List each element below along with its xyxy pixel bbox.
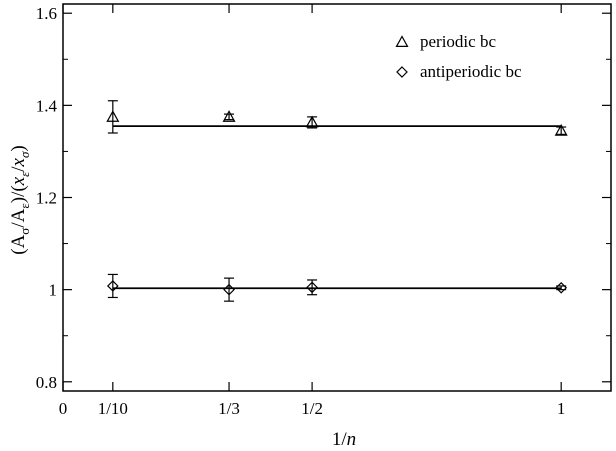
legend-marker-0: [395, 35, 409, 48]
x-tick-label-1: 1/10: [98, 399, 128, 418]
y-tick-label-3: 1.4: [36, 96, 58, 115]
point-0-2: [305, 115, 319, 128]
x-tick-label-0: 0: [59, 399, 68, 418]
ticks: 0 1/10 1/3 1/2 1 0.8 1 1.2 1.4 1.6: [36, 4, 611, 418]
legend-label-0: periodic bc: [420, 32, 496, 51]
point-1-0: [106, 280, 119, 292]
y-tick-label-1: 1: [49, 281, 58, 300]
x-tick-label-2: 1/3: [218, 399, 240, 418]
point-1-3: [555, 281, 568, 294]
legend-label-1: antiperiodic bc: [420, 62, 522, 81]
y-tick-label-2: 1.2: [36, 189, 57, 208]
point-0-0: [106, 110, 120, 122]
point-1-1: [223, 283, 235, 296]
fit-lines: [112, 125, 562, 290]
x-axis-title: 1/n: [332, 429, 356, 450]
x-tick-label-3: 1/2: [301, 399, 323, 418]
legend-marker-1: [396, 66, 408, 78]
legend: periodic bc antiperiodic bc: [395, 32, 522, 81]
point-1-2: [306, 281, 318, 294]
plot-frame: [62, 3, 612, 392]
x-tick-label-4: 1: [557, 399, 566, 418]
point-0-1: [222, 110, 236, 122]
data-points: [106, 100, 568, 302]
y-axis-title: (Aσ/Aε)/(xε/xσ): [8, 145, 32, 255]
y-tick-label-4: 1.6: [36, 4, 57, 23]
point-0-3: [554, 123, 568, 136]
y-tick-label-0: 0.8: [36, 373, 57, 392]
